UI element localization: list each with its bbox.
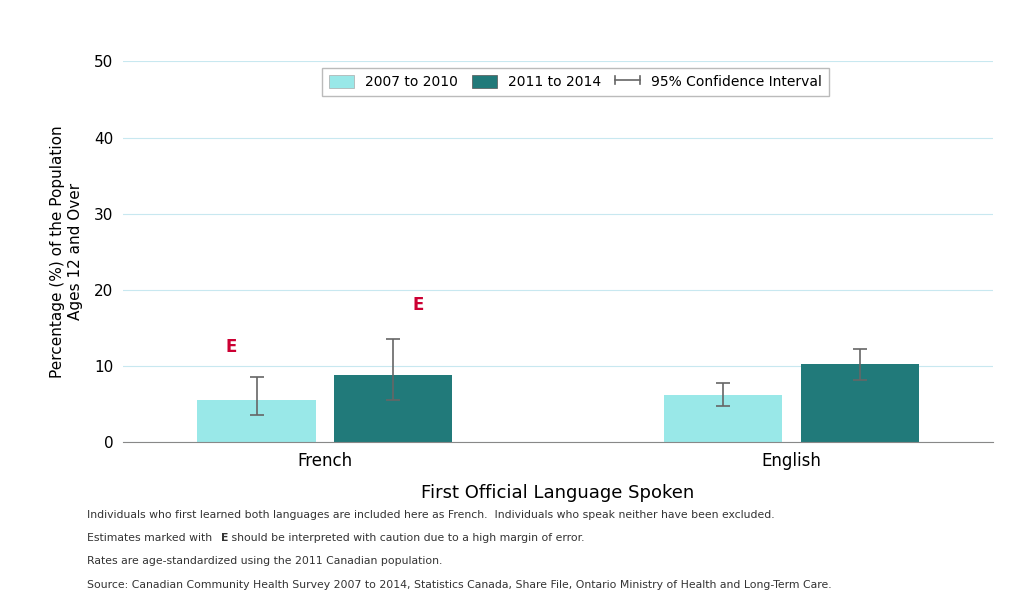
Y-axis label: Percentage (%) of the Population
Ages 12 and Over: Percentage (%) of the Population Ages 12… [50, 125, 83, 378]
Bar [198, 400, 315, 442]
Text: E: E [413, 296, 424, 314]
Bar [334, 375, 453, 442]
Text: Rates are age-standardized using the 2011 Canadian population.: Rates are age-standardized using the 201… [87, 556, 442, 566]
Text: Source: Canadian Community Health Survey 2007 to 2014, Statistics Canada, Share : Source: Canadian Community Health Survey… [87, 580, 831, 589]
Text: Estimates marked with: Estimates marked with [87, 533, 216, 543]
Bar [801, 365, 919, 442]
Bar [664, 395, 782, 442]
Text: E: E [226, 338, 238, 356]
X-axis label: First Official Language Spoken: First Official Language Spoken [422, 484, 694, 502]
Text: E: E [221, 533, 228, 543]
Legend: 2007 to 2010, 2011 to 2014, 95% Confidence Interval: 2007 to 2010, 2011 to 2014, 95% Confiden… [323, 68, 828, 96]
Text: Individuals who first learned both languages are included here as French.  Indiv: Individuals who first learned both langu… [87, 510, 775, 519]
Text: should be interpreted with caution due to a high margin of error.: should be interpreted with caution due t… [228, 533, 585, 543]
